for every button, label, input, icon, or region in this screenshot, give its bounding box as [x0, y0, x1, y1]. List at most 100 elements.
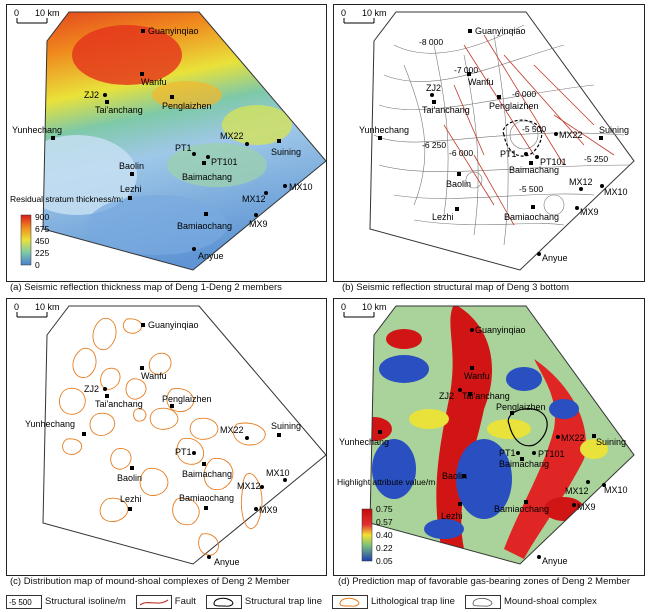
well-yunhechang: Yunhechang	[12, 125, 62, 135]
well-anyue: Anyue	[198, 251, 224, 261]
legend-label: Fault	[174, 596, 196, 607]
legend-label: Structural isoline/m	[45, 596, 126, 607]
svg-text:Anyue: Anyue	[214, 557, 240, 567]
svg-text:MX9: MX9	[580, 207, 599, 217]
lithological-trap-symbol-icon	[332, 594, 368, 609]
scale-zero: 0	[14, 8, 19, 18]
svg-text:0: 0	[14, 302, 19, 312]
svg-text:Lezhi: Lezhi	[432, 212, 454, 222]
svg-text:ZJ2: ZJ2	[426, 83, 441, 93]
panel-d-map: 0 10 km Guanyinqiao Wanfu ZJ2 Tai'anchan…	[337, 302, 635, 566]
svg-text:Wanfu: Wanfu	[464, 371, 490, 381]
well-mx10: MX10	[289, 182, 313, 192]
svg-text:Penglaizhen: Penglaizhen	[162, 394, 212, 404]
svg-text:Yunhechang: Yunhechang	[339, 437, 389, 447]
svg-text:MX12: MX12	[565, 486, 589, 496]
caption-a: (a) Seismic reflection thickness map of …	[10, 282, 282, 293]
well-labels: Guanyinqiao Wanfu ZJ2 Tai'anchang Pengla…	[25, 320, 301, 567]
scale-label: 10 km	[35, 8, 60, 18]
svg-text:0: 0	[341, 302, 346, 312]
svg-text:PT101: PT101	[540, 157, 567, 167]
svg-text:Wanfu: Wanfu	[468, 77, 494, 87]
panel-a: 0 10 km Guanyinqiao Wanfu ZJ2 Tai'anchan…	[6, 4, 327, 282]
svg-text:Bamiaochang: Bamiaochang	[179, 493, 234, 503]
svg-text:PT1: PT1	[175, 447, 192, 457]
svg-text:Guanyinqiao: Guanyinqiao	[475, 325, 526, 335]
svg-text:-6 000: -6 000	[449, 148, 473, 158]
svg-text:10 km: 10 km	[35, 302, 60, 312]
svg-text:MX12: MX12	[237, 481, 261, 491]
well-labels: Guanyinqiao Wanfu ZJ2 Tai'anchang Pengla…	[12, 26, 313, 261]
colorbar-tick: 0.57	[376, 517, 393, 527]
svg-text:10 km: 10 km	[362, 302, 387, 312]
svg-text:MX10: MX10	[604, 485, 628, 495]
svg-text:Suining: Suining	[599, 125, 629, 135]
well-mx22: MX22	[220, 131, 244, 141]
svg-text:Bamiaochang: Bamiaochang	[504, 212, 559, 222]
colorbar-title: Highlight attribute value/m	[337, 477, 435, 487]
colorbar-tick: 0.40	[376, 530, 393, 540]
well-labels: Guanyinqiao Wanfu ZJ2 Tai'anchang Pengla…	[359, 26, 629, 263]
colorbar-tick: 450	[35, 236, 49, 246]
svg-text:Baolin: Baolin	[117, 473, 142, 483]
structural-trap-symbol-icon	[205, 594, 242, 609]
legend-mound-shoal: Mound-shoal complex	[464, 594, 597, 609]
svg-text:PT101: PT101	[538, 449, 565, 459]
svg-text:-5 250: -5 250	[584, 154, 608, 164]
contour-labels: -8 000 -7 000 -6 000 -5 500 -6 250 -6 00…	[419, 37, 608, 194]
svg-text:Tai'anchang: Tai'anchang	[95, 399, 143, 409]
svg-text:-7 000: -7 000	[454, 65, 478, 75]
panel-a-map: 0 10 km Guanyinqiao Wanfu ZJ2 Tai'anchan…	[10, 8, 326, 271]
well-labels: Guanyinqiao Wanfu ZJ2 Tai'anchang Pengla…	[339, 325, 628, 566]
svg-text:Tai'anchang: Tai'anchang	[422, 105, 470, 115]
svg-text:Yunhechang: Yunhechang	[25, 419, 75, 429]
svg-text:Anyue: Anyue	[542, 253, 568, 263]
colorbar-tick: 0.22	[376, 543, 393, 553]
well-baolin: Baolin	[119, 161, 144, 171]
colorbar-tick: 0.75	[376, 504, 393, 514]
svg-text:Baolin: Baolin	[446, 179, 471, 189]
structural-trap-line	[507, 408, 548, 447]
faults	[443, 34, 615, 226]
legend-label: Structural trap line	[244, 596, 322, 607]
well-bamiaochang: Bamiaochang	[177, 221, 232, 231]
svg-text:PT1: PT1	[500, 149, 517, 159]
well-taianchang: Tai'anchang	[95, 105, 143, 115]
panel-b-map: -8 000 -7 000 -6 000 -5 500 -6 250 -6 00…	[341, 8, 635, 271]
panel-b: -8 000 -7 000 -6 000 -5 500 -6 250 -6 00…	[333, 4, 645, 282]
legend-label: Lithological trap line	[371, 596, 455, 607]
colorbar-tick: 0	[35, 260, 40, 270]
legend-fault: Fault	[135, 594, 196, 609]
svg-text:Baimachang: Baimachang	[499, 459, 549, 469]
panel-d: 0 10 km Guanyinqiao Wanfu ZJ2 Tai'anchan…	[333, 298, 645, 576]
well-penglaizhen: Penglaizhen	[162, 101, 212, 111]
svg-text:MX9: MX9	[577, 502, 596, 512]
well-zj2: ZJ2	[84, 90, 99, 100]
well-mx12: MX12	[242, 194, 266, 204]
svg-text:ZJ2: ZJ2	[439, 391, 454, 401]
svg-text:10 km: 10 km	[362, 8, 387, 18]
svg-text:MX22: MX22	[220, 425, 244, 435]
well-wanfu: Wanfu	[141, 77, 167, 87]
svg-text:Lezhi: Lezhi	[120, 494, 142, 504]
svg-text:-5 500: -5 500	[519, 184, 543, 194]
well-pt101: PT101	[211, 157, 238, 167]
svg-text:Suining: Suining	[271, 421, 301, 431]
scale-bar: 0 10 km	[14, 8, 60, 24]
legend-structural-trap: Structural trap line	[205, 594, 322, 609]
structural-trap-line	[502, 119, 543, 157]
legend-isoline: -5 500 Structural isoline/m	[6, 594, 126, 609]
well-guanyinqiao: Guanyinqiao	[148, 26, 199, 36]
colorbar-tick: 225	[35, 248, 49, 258]
svg-text:-5 500: -5 500	[9, 598, 32, 607]
colorbar-a: Residual stratum thickness/m: 900 675 45…	[10, 194, 123, 270]
svg-text:Baimachang: Baimachang	[509, 165, 559, 175]
colorbar-d: Highlight attribute value/m 0.75 0.57 0.…	[337, 477, 435, 566]
svg-text:-6 250: -6 250	[422, 140, 446, 150]
well-suining: Suining	[271, 147, 301, 157]
svg-text:Penglaizhen: Penglaizhen	[489, 101, 539, 111]
svg-text:MX22: MX22	[559, 130, 583, 140]
svg-text:Yunhechang: Yunhechang	[359, 125, 409, 135]
svg-text:Wanfu: Wanfu	[141, 371, 167, 381]
svg-text:MX22: MX22	[561, 433, 585, 443]
